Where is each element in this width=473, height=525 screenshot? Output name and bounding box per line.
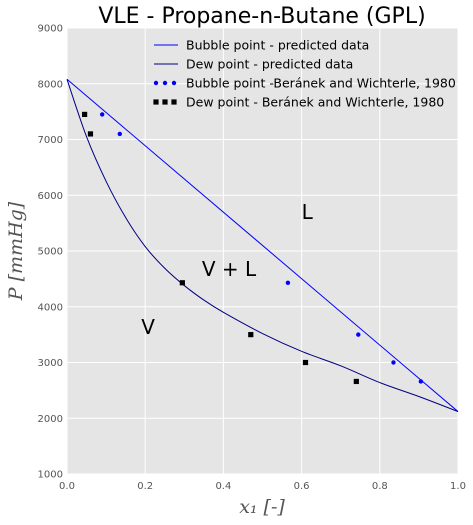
series-group xyxy=(66,78,459,413)
region-label: V xyxy=(141,315,155,339)
y-tick-label: 5000 xyxy=(38,247,63,258)
legend-entry: Dew point - Beránek and Wichterle, 1980 xyxy=(186,95,444,110)
x-tick-label: 0.4 xyxy=(215,481,231,492)
y-tick-label: 4000 xyxy=(38,302,63,313)
bubble-point-marker xyxy=(117,131,122,137)
dew-point-marker xyxy=(87,131,94,137)
legend-entry: Bubble point - predicted data xyxy=(186,38,369,53)
dew-point-marker xyxy=(353,378,359,385)
dew-point-marker xyxy=(302,359,309,366)
y-tick-label: 6000 xyxy=(38,191,63,202)
grid-lines xyxy=(66,27,459,475)
legend-circle-swatch xyxy=(171,80,177,86)
y-tick-label: 1000 xyxy=(38,470,63,481)
legend-entry: Dew point - predicted data xyxy=(186,57,353,72)
legend-circle-swatch xyxy=(153,80,159,86)
region-label: L xyxy=(302,200,314,224)
bubble-point-line xyxy=(66,78,459,412)
x-tick-label: 1.0 xyxy=(450,481,466,492)
bubble-point-marker xyxy=(418,379,424,384)
y-tick-label: 7000 xyxy=(38,135,63,146)
dew-point-marker xyxy=(248,332,254,338)
x-axis-label: x₁ [-] xyxy=(239,496,285,518)
legend: Bubble point - predicted data Dew point -… xyxy=(153,38,456,110)
region-label: V + L xyxy=(202,257,257,281)
x-axis-ticks: 0.0 0.2 0.4 0.6 0.8 1.0 xyxy=(59,481,466,492)
dew-point-marker xyxy=(179,280,185,286)
dew-point-marker xyxy=(81,111,88,118)
chart-title: VLE - Propane-n-Butane (GPL) xyxy=(98,4,425,29)
bubble-point-marker xyxy=(99,112,105,117)
y-tick-label: 3000 xyxy=(38,358,63,369)
x-tick-label: 0.0 xyxy=(59,481,75,492)
x-tick-label: 0.6 xyxy=(294,481,310,492)
legend-square-swatch xyxy=(171,99,177,105)
y-tick-label: 8000 xyxy=(38,79,63,90)
dew-point-line xyxy=(66,79,459,413)
bubble-point-marker xyxy=(285,280,291,285)
legend-entry: Bubble point -Beránek and Wichterle, 198… xyxy=(186,76,456,91)
region-annotations: L V + L V xyxy=(141,200,313,339)
y-tick-label: 9000 xyxy=(38,24,63,35)
x-tick-label: 0.8 xyxy=(372,481,388,492)
y-tick-label: 2000 xyxy=(38,414,63,425)
legend-circle-swatch xyxy=(162,80,168,86)
bubble-point-marker xyxy=(356,332,361,337)
legend-square-swatch xyxy=(162,99,168,105)
x-tick-label: 0.2 xyxy=(137,481,153,492)
bubble-point-marker xyxy=(391,360,396,365)
y-axis-ticks: 1000 2000 3000 4000 5000 6000 7000 8000 9000 xyxy=(38,24,63,481)
y-axis-label: P [mmHg] xyxy=(5,201,27,301)
legend-square-swatch xyxy=(153,99,159,105)
